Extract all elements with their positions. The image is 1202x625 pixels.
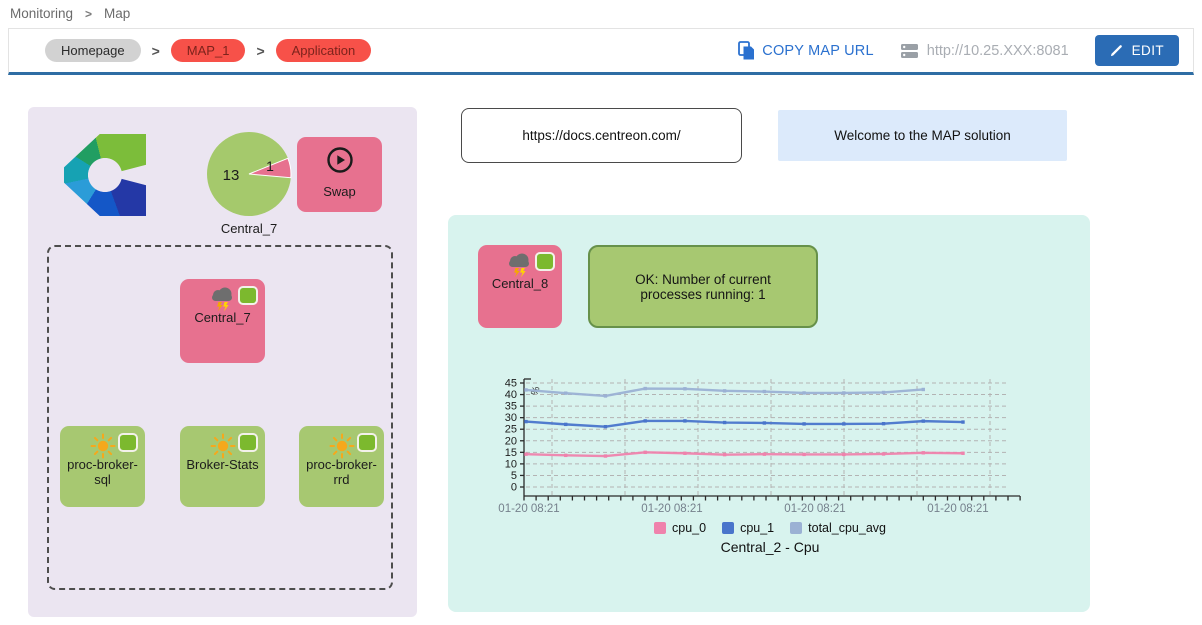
chart-legend: cpu_0 cpu_1 total_cpu_avg xyxy=(490,521,1050,535)
node-central7[interactable]: Central_7 xyxy=(180,279,265,363)
svg-text:35: 35 xyxy=(505,401,517,413)
status-badge xyxy=(535,252,555,271)
copy-map-url-button[interactable]: COPY MAP URL xyxy=(738,40,874,61)
chevron-right-icon: > xyxy=(151,42,160,59)
sun-icon xyxy=(210,433,236,459)
node-label: proc-broker-sql xyxy=(67,457,138,487)
path-pill-application[interactable]: Application xyxy=(275,39,372,62)
legend-swatch-icon xyxy=(722,522,735,534)
svg-text:40: 40 xyxy=(505,389,517,401)
sun-icon xyxy=(329,433,355,459)
cpu-chart-widget: 0 5 10 15 20 25 30 35 40 45 01-20 08:21 01-20 08:21… xyxy=(490,375,1050,555)
status-badge xyxy=(238,433,258,452)
svg-text:10: 10 xyxy=(505,458,517,470)
node-label: Central_7 xyxy=(220,221,278,236)
status-badge xyxy=(357,433,377,452)
breadcrumb-map[interactable]: Map xyxy=(104,6,131,21)
svg-text:01-20 08:21: 01-20 08:21 xyxy=(498,503,559,515)
path-pill-homepage[interactable]: Homepage xyxy=(45,39,141,62)
svg-text:15: 15 xyxy=(505,447,517,459)
map-toolbar: Homepage > MAP_1 > Application COPY MAP … xyxy=(8,28,1194,75)
path-pill-map1[interactable]: MAP_1 xyxy=(170,39,246,62)
server-url-text: http://10.25.XXX:8081 xyxy=(926,42,1069,59)
map-path: Homepage > MAP_1 > Application xyxy=(45,39,372,62)
map-container-right: Central_8 OK: Number of current processe… xyxy=(448,215,1090,612)
legend-label: total_cpu_avg xyxy=(808,521,886,535)
node-label: proc-broker-rrd xyxy=(306,457,377,487)
sun-icon xyxy=(90,433,116,459)
status-pie-icon: 13 1 xyxy=(207,132,292,216)
svg-text:1: 1 xyxy=(266,158,274,174)
toolbar-actions: COPY MAP URL http://10.25.XXX:8081 EDIT xyxy=(738,35,1179,66)
chevron-right-icon: > xyxy=(256,42,265,59)
map-group-outline: Central_7 proc-broker-sql Brok xyxy=(47,245,393,590)
breadcrumb-monitoring[interactable]: Monitoring xyxy=(10,6,74,21)
copy-map-url-label: COPY MAP URL xyxy=(762,42,874,59)
docs-link-text: https://docs.centreon.com/ xyxy=(522,128,681,143)
legend-label: cpu_1 xyxy=(740,521,775,535)
storm-icon xyxy=(505,252,535,279)
svg-text:01-20 08:21: 01-20 08:21 xyxy=(784,503,845,515)
status-badge xyxy=(118,433,138,452)
map-container-left: 13 1 Central_7 Swap Central_7 xyxy=(28,107,417,617)
node-central8[interactable]: Central_8 xyxy=(478,245,562,328)
legend-swatch-icon xyxy=(790,522,803,534)
breadcrumb: Monitoring > Map xyxy=(0,0,1202,25)
node-label: Central_8 xyxy=(491,276,549,291)
svg-text:01-20 08:21: 01-20 08:21 xyxy=(641,503,702,515)
edit-button-label: EDIT xyxy=(1131,43,1164,58)
welcome-widget: Welcome to the MAP solution xyxy=(778,110,1067,161)
centreon-logo-icon xyxy=(64,134,146,216)
status-output-widget: OK: Number of current processes running:… xyxy=(588,245,818,328)
welcome-text: Welcome to the MAP solution xyxy=(834,128,1011,143)
storm-icon xyxy=(208,286,238,313)
node-broker-stats[interactable]: Broker-Stats xyxy=(180,426,265,507)
edit-button[interactable]: EDIT xyxy=(1094,35,1179,66)
server-icon xyxy=(900,43,919,59)
svg-text:0: 0 xyxy=(511,482,517,494)
node-label: Swap xyxy=(323,184,356,199)
legend-item[interactable]: cpu_0 xyxy=(654,521,706,535)
chevron-right-icon: > xyxy=(85,6,93,21)
legend-item[interactable]: total_cpu_avg xyxy=(790,521,886,535)
svg-text:20: 20 xyxy=(505,435,517,447)
status-badge xyxy=(238,286,258,305)
svg-text:30: 30 xyxy=(505,412,517,424)
node-label: Broker-Stats xyxy=(186,457,259,472)
legend-item[interactable]: cpu_1 xyxy=(722,521,774,535)
play-circle-icon xyxy=(325,145,355,175)
server-url-display: http://10.25.XXX:8081 xyxy=(900,43,1069,59)
svg-text:01-20 08:21: 01-20 08:21 xyxy=(927,503,988,515)
node-proc-broker-rrd[interactable]: proc-broker-rrd xyxy=(299,426,384,507)
node-proc-broker-sql[interactable]: proc-broker-sql xyxy=(60,426,145,507)
svg-text:25: 25 xyxy=(505,424,517,436)
docs-link-widget[interactable]: https://docs.centreon.com/ xyxy=(461,108,742,163)
pencil-icon xyxy=(1110,44,1123,57)
node-swap[interactable]: Swap xyxy=(297,137,382,212)
legend-swatch-icon xyxy=(654,522,667,534)
chart-title: Central_2 - Cpu xyxy=(720,539,820,555)
legend-label: cpu_0 xyxy=(672,521,707,535)
svg-text:45: 45 xyxy=(505,378,517,390)
svg-text:5: 5 xyxy=(511,470,517,482)
svg-text:13: 13 xyxy=(223,167,240,184)
copy-icon xyxy=(738,40,755,61)
status-output-text: OK: Number of current processes running:… xyxy=(635,271,771,302)
node-label: Central_7 xyxy=(194,310,251,325)
gauge-node-central7[interactable]: 13 1 Central_7 xyxy=(174,128,324,237)
